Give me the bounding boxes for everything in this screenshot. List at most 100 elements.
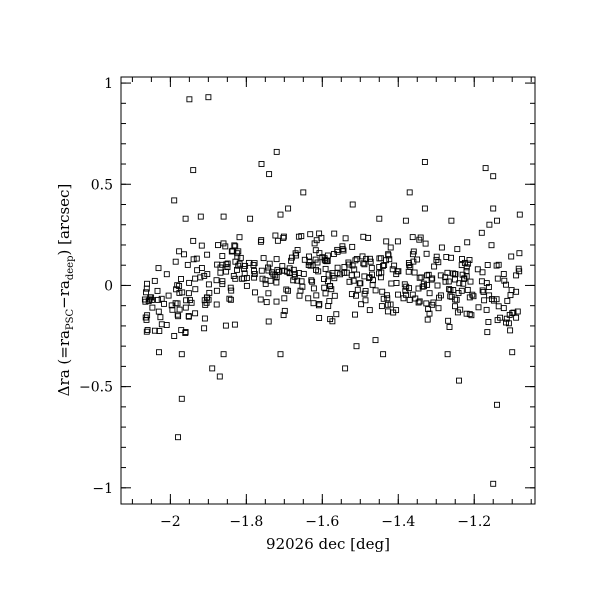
data-point <box>445 278 452 285</box>
data-point <box>415 299 422 306</box>
data-point <box>277 351 284 358</box>
data-point <box>507 327 514 334</box>
data-point <box>172 258 179 265</box>
data-point <box>388 280 395 287</box>
y-tick-label: 1 <box>104 76 113 92</box>
data-point <box>513 272 520 279</box>
data-point <box>273 148 280 155</box>
data-point <box>425 271 432 278</box>
data-point <box>182 304 189 311</box>
data-point <box>423 300 430 307</box>
data-point <box>235 262 242 269</box>
data-point <box>266 171 273 178</box>
data-point <box>204 271 211 278</box>
data-point <box>497 314 504 321</box>
data-point <box>262 280 269 287</box>
data-point <box>426 310 433 317</box>
data-point <box>469 291 476 298</box>
data-point <box>205 296 212 303</box>
data-point <box>424 316 431 323</box>
plot-frame <box>120 76 536 505</box>
data-point <box>197 213 204 220</box>
y-tick-label: −1 <box>92 481 113 497</box>
data-point <box>350 277 357 284</box>
data-point <box>342 235 349 242</box>
data-point <box>509 310 516 317</box>
data-point <box>508 253 515 260</box>
x-tick-label: −1.4 <box>381 514 415 530</box>
data-point <box>409 234 416 241</box>
data-point <box>362 288 369 294</box>
data-point <box>379 288 386 295</box>
data-point <box>433 256 440 263</box>
data-point <box>280 233 287 240</box>
data-point <box>384 295 391 302</box>
data-point <box>395 291 401 298</box>
data-point <box>346 278 353 285</box>
data-point <box>219 253 226 259</box>
data-point <box>215 242 221 249</box>
data-point <box>306 253 312 260</box>
data-point <box>268 269 275 276</box>
data-point <box>295 270 302 276</box>
x-axis-label: 92026 dec [deg] <box>266 535 390 553</box>
data-point <box>442 278 449 285</box>
data-point <box>466 311 473 318</box>
data-point <box>297 287 304 294</box>
data-point <box>442 274 449 281</box>
data-point <box>378 303 385 310</box>
data-point <box>448 254 454 261</box>
data-point <box>185 290 192 297</box>
data-point <box>465 260 472 267</box>
data-point <box>216 373 223 380</box>
data-point <box>334 264 341 271</box>
data-point <box>478 229 485 236</box>
data-point <box>251 271 258 277</box>
data-point <box>470 293 477 300</box>
data-point <box>272 232 279 239</box>
data-point <box>316 301 323 307</box>
data-point <box>273 256 280 263</box>
data-point <box>258 267 265 274</box>
data-point <box>163 271 170 278</box>
data-point <box>484 329 491 336</box>
data-point <box>209 365 216 372</box>
data-point <box>447 287 454 293</box>
y-axis-label-sub1: PSC <box>65 308 76 330</box>
data-point <box>227 296 234 303</box>
data-point <box>154 287 161 294</box>
data-point <box>274 237 281 244</box>
data-point <box>361 273 368 280</box>
data-point <box>178 395 185 402</box>
data-point <box>165 292 172 299</box>
data-point <box>220 213 227 220</box>
data-point <box>434 282 441 289</box>
data-point <box>411 269 418 276</box>
data-point <box>490 297 497 304</box>
data-point <box>348 291 355 298</box>
data-point <box>288 257 295 264</box>
data-point <box>383 292 390 299</box>
data-point <box>359 253 366 260</box>
data-point <box>312 256 319 263</box>
data-point <box>339 243 346 250</box>
data-point <box>231 242 238 249</box>
data-point <box>222 243 229 250</box>
data-point <box>322 290 329 297</box>
y-tick-label: 0 <box>104 278 113 294</box>
data-point <box>406 189 413 196</box>
data-point <box>251 267 257 274</box>
data-point <box>149 304 156 311</box>
data-point <box>406 262 413 269</box>
data-point <box>387 301 394 308</box>
data-point <box>475 304 482 311</box>
data-point <box>176 248 183 255</box>
data-point <box>242 262 249 269</box>
data-point <box>409 291 416 298</box>
data-point <box>310 300 317 307</box>
data-point <box>201 325 208 332</box>
data-point <box>503 319 509 326</box>
data-point <box>485 319 492 325</box>
data-point <box>265 290 272 297</box>
data-point <box>281 307 288 314</box>
